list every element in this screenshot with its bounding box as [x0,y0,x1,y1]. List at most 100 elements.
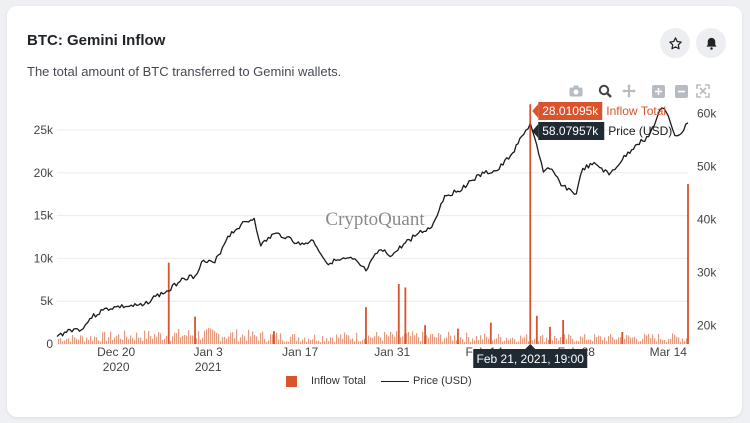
inflow-bar [424,325,426,344]
inflow-bar [166,335,168,344]
inflow-bar [454,335,456,344]
inflow-bar [112,339,114,344]
x-hover-label: Feb 21, 2021, 19:00 [473,344,588,368]
y-left-tick-label: 15k [34,209,54,223]
inflow-bar [448,332,450,344]
inflow-bar [548,339,550,344]
inflow-bar [570,335,572,344]
inflow-bar [336,334,338,344]
inflow-bar [410,336,412,344]
inflow-bar [66,338,68,344]
inflow-bar [596,337,598,344]
autoscale-icon[interactable] [696,84,710,98]
inflow-bar [368,335,370,344]
inflow-bar [390,331,392,344]
inflow-bar [354,341,356,344]
inflow-bar [60,338,62,344]
y-left-tick-label: 20k [34,166,54,180]
inflow-bar [340,334,342,344]
inflow-bar [658,334,660,344]
inflow-bar [102,332,104,344]
inflow-bar [154,334,156,344]
y-left-tick-label: 5k [40,294,54,308]
inflow-bar [158,332,160,344]
alert-button[interactable] [696,28,726,58]
zoom-icon[interactable] [598,84,612,98]
inflow-bar [288,341,290,344]
price-tooltip-value: 58.07957k [542,124,599,138]
inflow-bar [292,334,294,344]
inflow-bar [258,340,260,344]
inflow-bar [416,333,418,344]
legend-price[interactable]: Price (USD) [381,375,472,387]
legend-price-swatch [381,380,409,382]
inflow-bar [446,337,448,344]
chart-description: The total amount of BTC transferred to G… [27,64,342,79]
inflow-bar [108,337,110,344]
inflow-bar [228,336,230,344]
inflow-bar [234,338,236,344]
inflow-bar [634,336,636,344]
inflow-bar [432,333,434,344]
inflow-bar [556,338,558,344]
inflow-bar [406,333,408,344]
inflow-bar [250,336,252,344]
inflow-bar [500,337,502,344]
inflow-bar [156,336,158,344]
inflow-bar [260,332,262,344]
inflow-bar [310,340,312,344]
inflow-bar [642,338,644,344]
inflow-bar [124,330,126,344]
inflow-bar [82,336,84,344]
grid-lines [57,129,688,345]
inflow-bar [414,335,416,344]
inflow-bar [442,341,444,344]
zoom-in-icon[interactable] [651,84,665,98]
inflow-bar [142,340,144,344]
inflow-bar [470,341,472,344]
camera-icon[interactable] [569,84,583,98]
inflow-bar [656,341,658,344]
inflow-bar [457,328,459,344]
price-tooltip-label: Price (USD) [608,124,672,138]
inflow-bar [192,335,194,344]
inflow-bar [568,334,570,344]
inflow-bar [668,338,670,344]
inflow-bar [104,331,106,344]
inflow-bar [654,338,656,344]
inflow-bar [452,340,454,344]
inflow-bar [554,336,556,344]
inflow-bar [68,338,70,344]
inflow-bar [520,335,522,344]
inflow-bar [348,335,350,344]
inflow-bar [646,335,648,344]
inflow-bar [680,341,682,344]
inflow-bar [549,326,551,344]
inflow-bar [74,337,76,344]
favorite-button[interactable] [660,28,690,58]
inflow-bar [600,336,602,344]
inflow-bar [396,331,398,344]
inflow-bar [110,331,112,344]
inflow-tooltip: 28.01095k Inflow Total [532,102,666,120]
zoom-out-icon[interactable] [674,84,688,98]
inflow-bar [564,334,566,344]
inflow-bar [382,340,384,344]
x-tick-label: Mar 14 [650,345,688,359]
inflow-bar [434,336,436,344]
inflow-bar [572,338,574,344]
inflow-bar [502,341,504,344]
inflow-bar [188,330,190,344]
inflow-bar [308,338,310,344]
inflow-bar [84,341,86,344]
inflow-bar [582,337,584,344]
inflow-bar [346,334,348,344]
inflow-bar [72,334,74,344]
inflow-bar [338,337,340,344]
inflow-bar [580,336,582,344]
y-right-tick-label: 50k [697,159,717,173]
legend-price-label: Price (USD) [413,375,472,387]
legend-inflow[interactable]: Inflow Total [286,375,366,387]
pan-icon[interactable] [622,84,636,98]
